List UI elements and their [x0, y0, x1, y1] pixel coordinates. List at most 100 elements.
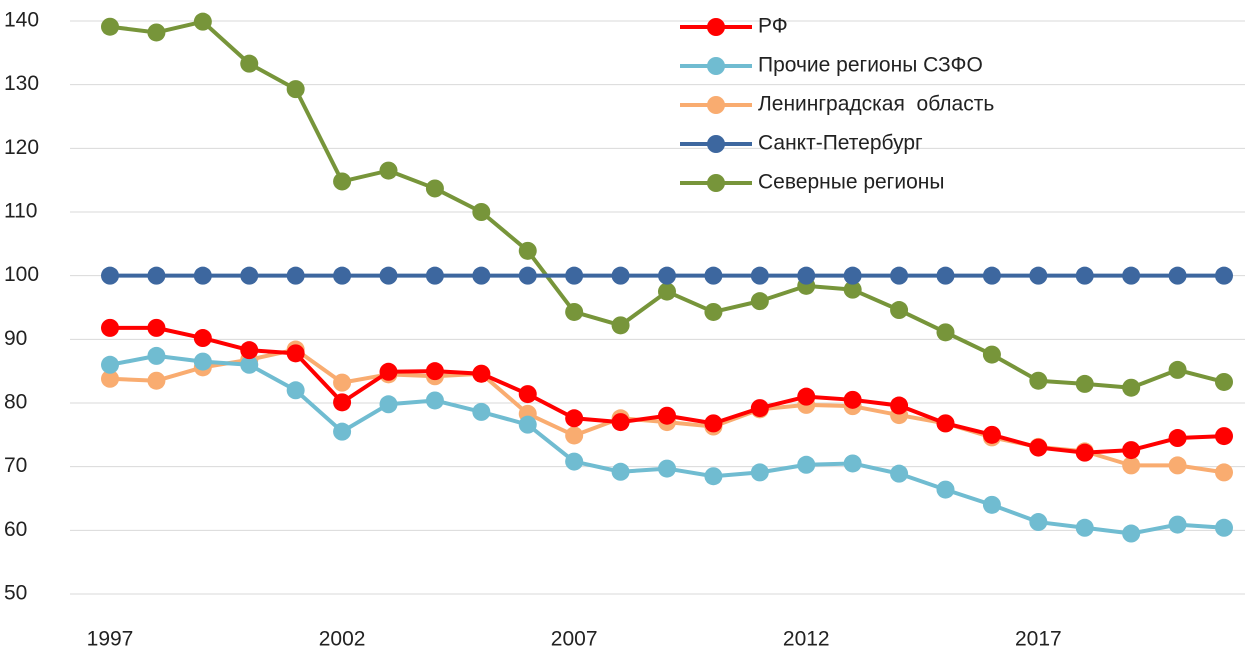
data-point — [101, 266, 119, 285]
data-point — [518, 385, 537, 404]
data-point — [425, 266, 444, 285]
data-point — [425, 179, 444, 198]
x-tick-label: 1997 — [87, 628, 134, 651]
data-point — [704, 302, 723, 321]
y-tick-label: 140 — [4, 9, 39, 32]
y-tick-label: 70 — [4, 454, 27, 477]
data-point — [750, 292, 769, 311]
data-point — [472, 364, 491, 383]
data-point — [1168, 360, 1187, 379]
data-point — [797, 266, 816, 285]
x-tick-label: 2007 — [551, 628, 598, 651]
data-point — [379, 161, 398, 180]
data-point — [611, 266, 630, 285]
series-line — [110, 325, 1225, 455]
data-point — [1075, 443, 1094, 462]
data-point — [193, 352, 212, 371]
data-point — [797, 455, 816, 474]
legend-marker — [707, 135, 725, 153]
data-point — [1215, 518, 1233, 537]
data-point — [565, 426, 584, 445]
legend-label: Северные регионы — [758, 171, 944, 194]
data-point — [1168, 456, 1187, 475]
data-point — [472, 203, 491, 221]
data-point — [286, 344, 305, 363]
data-point — [611, 316, 630, 335]
data-point — [843, 454, 862, 473]
data-point — [797, 387, 816, 406]
data-point — [472, 402, 491, 421]
data-point — [890, 464, 909, 483]
legend-label: Ленинградская область — [758, 93, 994, 116]
data-point — [936, 480, 955, 499]
y-tick-label: 120 — [4, 136, 39, 159]
data-point — [101, 369, 119, 388]
y-tick-label: 110 — [4, 200, 37, 223]
data-point — [565, 452, 584, 471]
data-point — [611, 462, 630, 481]
data-point — [1122, 456, 1141, 475]
data-point — [333, 266, 352, 285]
legend-label: РФ — [758, 15, 788, 38]
data-point — [240, 341, 259, 360]
data-point — [193, 266, 212, 285]
data-point — [101, 355, 119, 374]
data-point — [1122, 378, 1141, 397]
legend-label: Прочие регионы СЗФО — [758, 54, 983, 77]
data-point — [843, 266, 862, 285]
data-point — [565, 302, 584, 321]
legend-marker — [707, 57, 725, 75]
data-point — [843, 280, 862, 299]
data-point — [379, 395, 398, 414]
data-point — [843, 390, 862, 409]
data-point — [1029, 266, 1048, 285]
data-point — [658, 406, 676, 425]
data-point — [147, 23, 166, 42]
data-point — [982, 266, 1001, 285]
data-point — [333, 172, 352, 191]
data-point — [982, 425, 1001, 444]
data-point — [240, 54, 259, 73]
data-point — [1029, 438, 1048, 457]
data-point — [936, 323, 955, 342]
y-tick-label: 50 — [4, 582, 27, 605]
data-point — [518, 415, 537, 434]
data-point — [518, 266, 537, 285]
data-point — [379, 266, 398, 285]
data-point — [936, 266, 955, 285]
data-point — [286, 80, 305, 99]
x-tick-label: 2017 — [1015, 628, 1062, 651]
data-point — [1215, 372, 1233, 391]
data-point — [704, 414, 723, 433]
data-point — [379, 362, 398, 381]
legend-label: Санкт-Петербург — [758, 132, 923, 155]
series-line — [109, 19, 1225, 390]
data-point — [982, 345, 1001, 364]
data-point — [611, 413, 630, 432]
data-point — [147, 371, 166, 390]
data-point — [565, 266, 584, 285]
data-point — [936, 414, 955, 433]
data-point — [101, 17, 119, 36]
data-point — [425, 391, 444, 410]
data-point — [333, 393, 352, 412]
data-point — [333, 373, 352, 392]
data-point — [1122, 266, 1141, 285]
data-point — [472, 266, 491, 285]
data-point — [1075, 518, 1094, 537]
data-point — [890, 396, 909, 415]
data-point — [147, 266, 166, 285]
data-point — [982, 495, 1001, 514]
data-point — [1168, 266, 1187, 285]
legend-marker — [707, 18, 725, 36]
y-tick-label: 80 — [4, 391, 27, 414]
data-point — [286, 266, 305, 285]
data-point — [1215, 427, 1233, 446]
data-point — [658, 266, 676, 285]
legend-marker — [707, 174, 725, 192]
data-point — [658, 459, 676, 478]
data-point — [101, 318, 119, 337]
data-point — [565, 409, 584, 428]
y-tick-label: 60 — [4, 518, 27, 541]
